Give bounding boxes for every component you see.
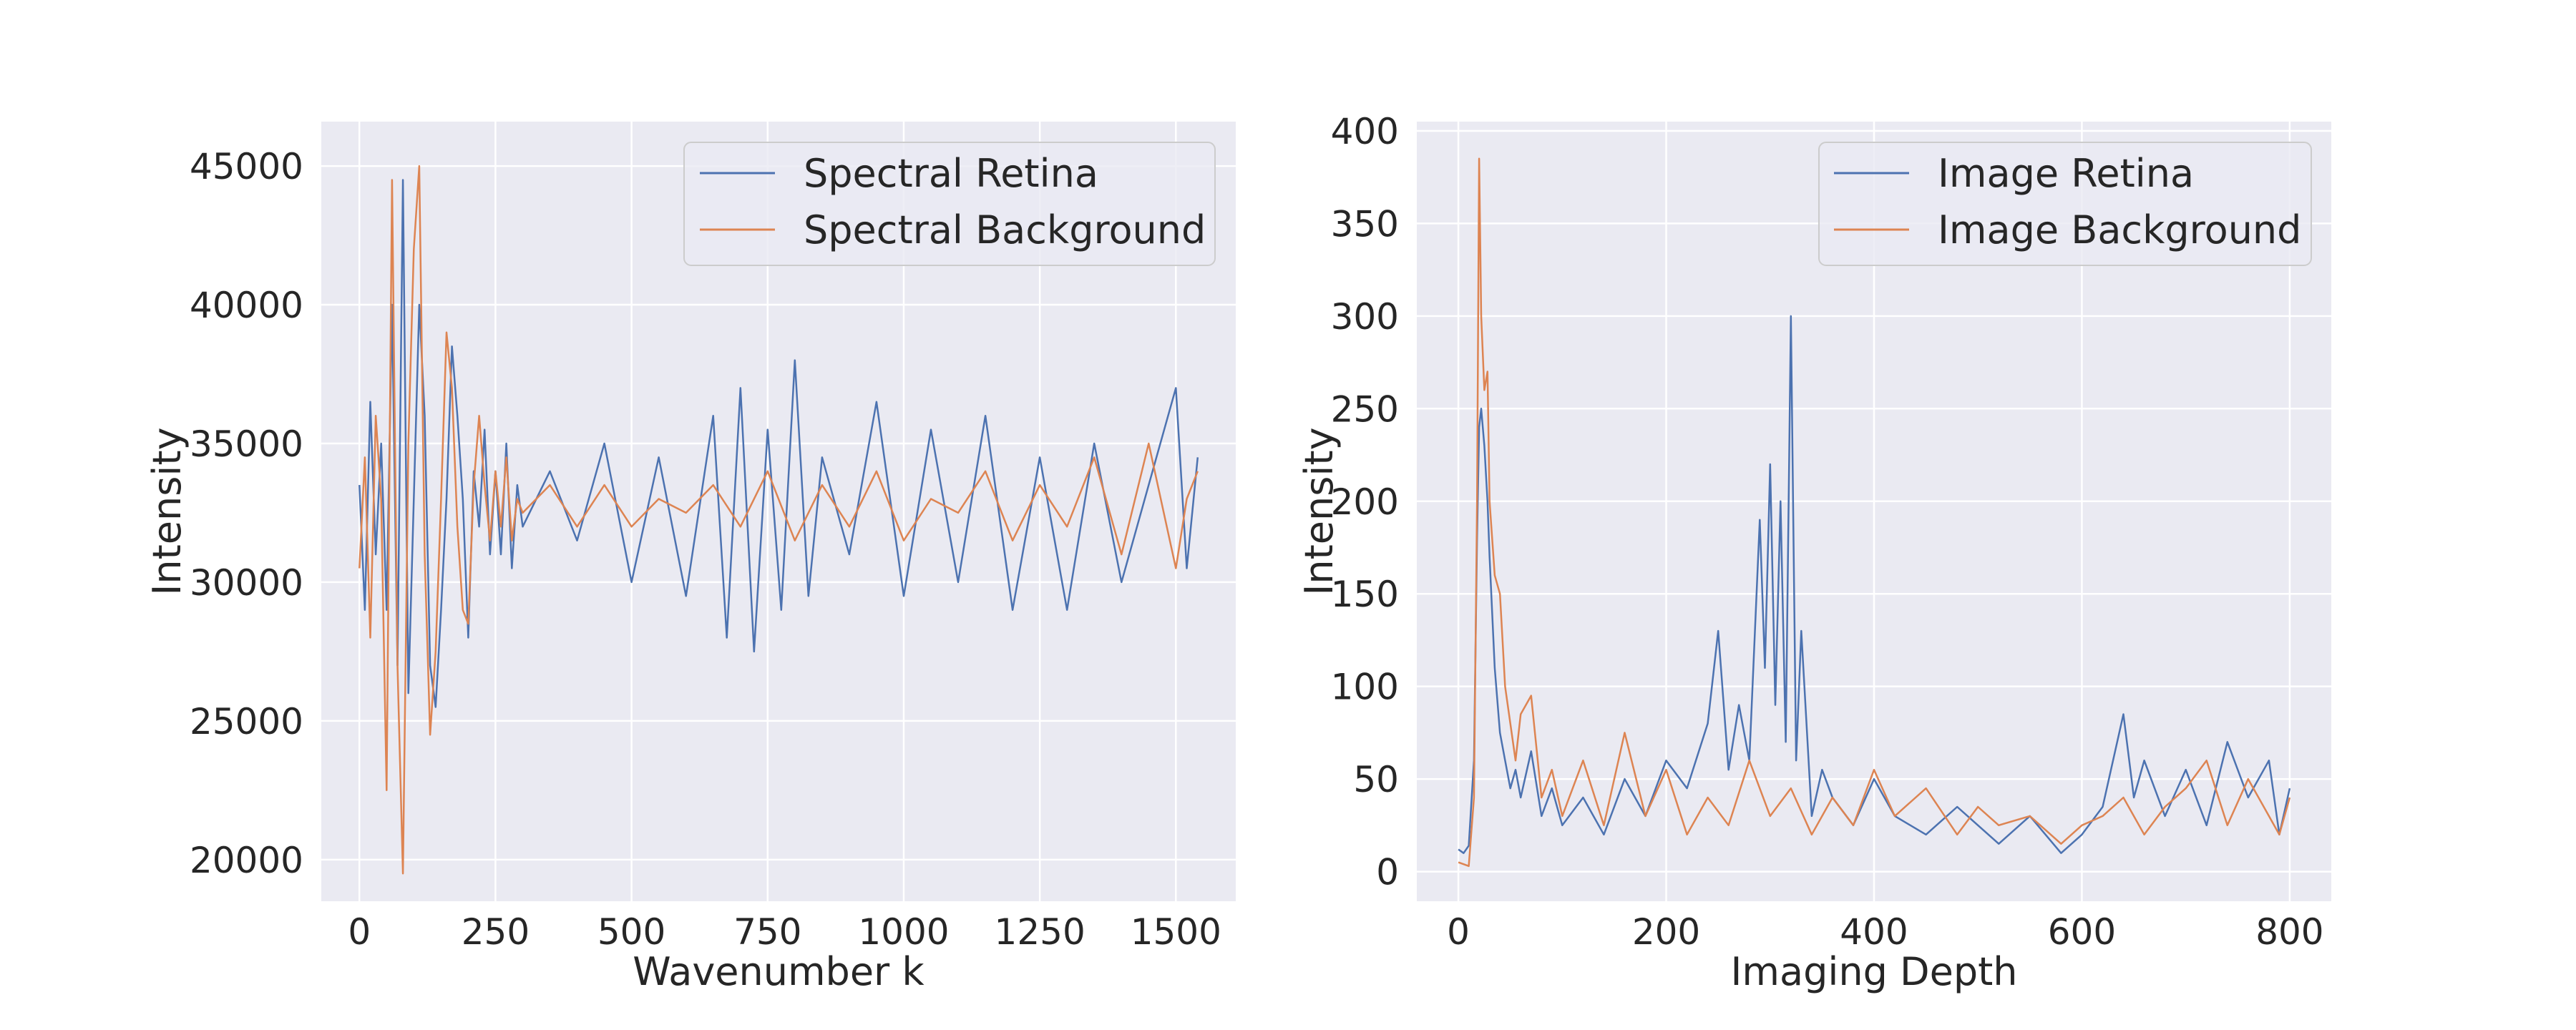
legend-label-image-retina: Image Retina: [1938, 151, 2194, 196]
x-tick-label: 800: [2255, 911, 2323, 953]
y-tick-label: 50: [1353, 759, 1399, 800]
x-tick-label: 1500: [1131, 911, 1221, 953]
legend-label-spectral-retina: Spectral Retina: [804, 151, 1098, 196]
x-tick-labels: 0 200 400 600 800: [1447, 911, 2323, 953]
y-tick-label: 45000: [190, 146, 303, 187]
x-tick-label: 600: [2048, 911, 2116, 953]
y-tick-label: 35000: [190, 423, 303, 465]
legend-box: [683, 142, 1216, 266]
x-tick-label: 400: [1840, 911, 1908, 953]
x-tick-label: 200: [1632, 911, 1700, 953]
series-line-image-retina: [1458, 315, 2291, 854]
y-tick-label: 200: [1331, 481, 1399, 523]
series-lines: [1458, 157, 2291, 868]
y-tick-label: 40000: [190, 285, 303, 326]
series-line-spectral-retina: [358, 179, 1199, 708]
y-tick-label: 250: [1331, 388, 1399, 430]
y-tick-label: 350: [1331, 203, 1399, 245]
x-axis-label: Imaging Depth: [1730, 949, 2017, 994]
y-tick-label: 25000: [190, 701, 303, 742]
y-tick-label: 150: [1331, 574, 1399, 615]
spectral-chart-panel: 0 250 500 750 1000 1250 1500 20000 25000 30000 35…: [145, 122, 1236, 994]
y-tick-label: 100: [1331, 667, 1399, 708]
x-axis-label: Wavenumber k: [633, 949, 924, 994]
x-tick-label: 1250: [995, 911, 1085, 953]
y-tick-label: 300: [1331, 296, 1399, 338]
legend: Image Retina Image Background: [1818, 142, 2312, 266]
y-tick-label: 0: [1376, 852, 1399, 893]
x-tick-label: 0: [348, 911, 371, 953]
x-tick-label: 750: [733, 911, 801, 953]
y-tick-label: 30000: [190, 562, 303, 604]
series-line-spectral-background: [358, 165, 1199, 875]
image-chart-panel: 0 200 400 600 800 0 50 100 150 200 250 300 350 400 I…: [1297, 111, 2331, 994]
legend-box: [1818, 142, 2312, 266]
legend: Spectral Retina Spectral Background: [683, 142, 1216, 266]
y-axis-label: Intensity: [145, 427, 190, 595]
y-tick-labels: 0 50 100 150 200 250 300 350 400: [1331, 111, 1399, 893]
y-tick-label: 20000: [190, 840, 303, 881]
legend-label-spectral-background: Spectral Background: [804, 207, 1206, 252]
y-axis-label: Intensity: [1297, 427, 1342, 595]
x-tick-labels: 0 250 500 750 1000 1250 1500: [348, 911, 1221, 953]
y-tick-label: 400: [1331, 111, 1399, 152]
y-tick-labels: 20000 25000 30000 35000 40000 45000: [190, 146, 303, 881]
x-tick-label: 250: [462, 911, 530, 953]
x-tick-label: 500: [597, 911, 665, 953]
series-lines: [358, 165, 1199, 875]
legend-label-image-background: Image Background: [1938, 207, 2301, 252]
x-tick-label: 0: [1447, 911, 1470, 953]
series-line-image-background: [1458, 157, 2291, 868]
x-tick-label: 1000: [858, 911, 949, 953]
